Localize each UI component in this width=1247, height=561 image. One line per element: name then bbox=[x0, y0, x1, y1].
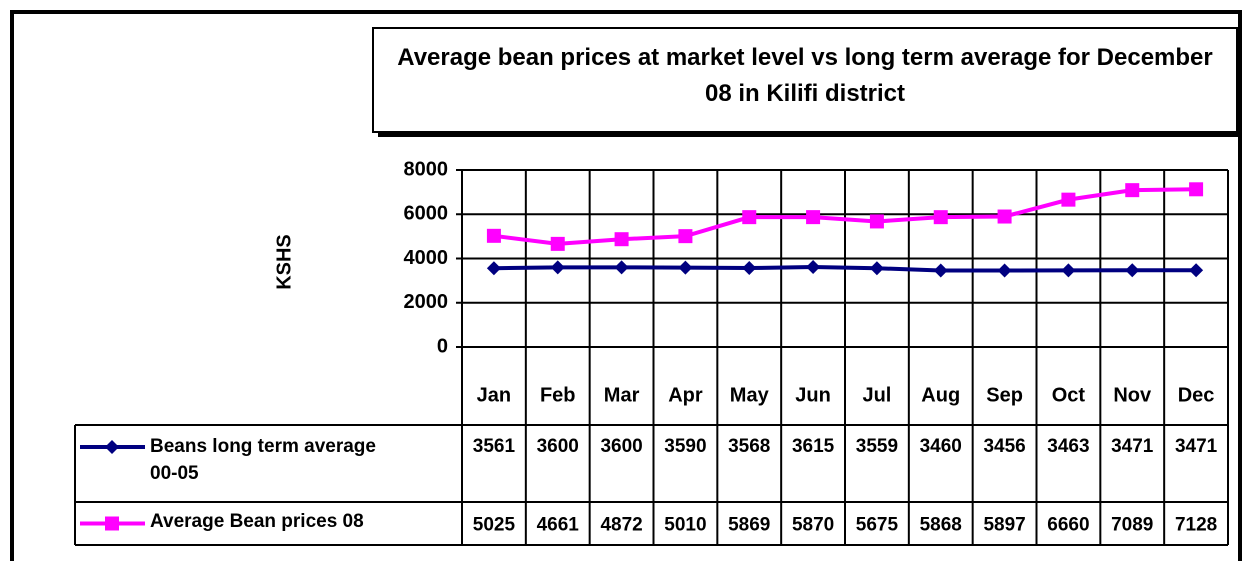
legend-label: Beans long term average 00-05 bbox=[150, 436, 376, 484]
point bbox=[486, 261, 501, 276]
table-value: 3600 bbox=[537, 436, 579, 457]
x-tick-label: Dec bbox=[1178, 384, 1215, 406]
table-value: 3600 bbox=[600, 436, 642, 457]
point bbox=[806, 260, 821, 275]
table-value: 3460 bbox=[920, 436, 962, 457]
table-value: 4661 bbox=[537, 515, 580, 536]
table-value: 7128 bbox=[1175, 515, 1217, 536]
table-value: 7089 bbox=[1111, 515, 1153, 536]
point bbox=[933, 263, 948, 278]
x-tick-label: Jul bbox=[862, 384, 891, 406]
chart-title: Average bean prices at market level vs l… bbox=[397, 44, 1227, 107]
y-tick-label: 4000 bbox=[404, 247, 449, 269]
point bbox=[1125, 263, 1140, 278]
x-tick-label: Mar bbox=[604, 384, 640, 406]
point bbox=[614, 260, 629, 275]
table-value: 4872 bbox=[600, 515, 642, 536]
legend-marker bbox=[105, 440, 119, 454]
y-tick-label: 8000 bbox=[404, 158, 449, 180]
point bbox=[1061, 263, 1076, 278]
y-axis-label: KSHS bbox=[273, 234, 295, 290]
table-value: 5025 bbox=[473, 515, 516, 536]
y-tick-label: 0 bbox=[437, 335, 448, 357]
x-tick-label: Jan bbox=[477, 384, 511, 406]
point bbox=[678, 229, 693, 244]
point bbox=[486, 228, 501, 243]
point bbox=[1061, 192, 1076, 207]
legend-wrap: Beans long term average 00-05 bbox=[150, 436, 376, 484]
point bbox=[614, 232, 629, 247]
point bbox=[550, 260, 565, 275]
table-value: 3590 bbox=[664, 436, 706, 457]
table-value: 3456 bbox=[983, 436, 1025, 457]
table-value: 5897 bbox=[983, 515, 1025, 536]
point bbox=[997, 209, 1012, 224]
table-value: 3463 bbox=[1047, 436, 1089, 457]
x-tick-label: May bbox=[730, 384, 770, 406]
legend-marker bbox=[105, 516, 119, 531]
title-wrap: Average bean prices at market level vs l… bbox=[397, 44, 1227, 107]
point bbox=[1189, 182, 1204, 197]
point bbox=[1125, 183, 1140, 198]
point bbox=[1189, 263, 1204, 278]
y-tick-label: 6000 bbox=[404, 203, 449, 225]
table-value: 5010 bbox=[664, 515, 706, 536]
table-value: 5869 bbox=[728, 515, 770, 536]
title-box bbox=[372, 27, 1238, 133]
table-value: 3471 bbox=[1175, 436, 1218, 457]
point bbox=[933, 210, 948, 225]
legend-label: Average Bean prices 08 bbox=[150, 511, 364, 532]
x-tick-label: Feb bbox=[540, 384, 576, 406]
series-line bbox=[493, 187, 1197, 246]
point bbox=[869, 261, 884, 276]
legend-wrap: Average Bean prices 08 bbox=[150, 511, 364, 532]
table-value: 5868 bbox=[920, 515, 962, 536]
x-tick-label: Oct bbox=[1052, 384, 1086, 406]
x-tick-label: Apr bbox=[668, 384, 703, 406]
x-tick-label: Jun bbox=[795, 384, 831, 406]
table-value: 3568 bbox=[728, 436, 770, 457]
frame bbox=[10, 10, 1242, 561]
table-value: 3561 bbox=[473, 436, 516, 457]
point bbox=[742, 210, 757, 225]
table-value: 3559 bbox=[856, 436, 898, 457]
table-value: 5675 bbox=[856, 515, 899, 536]
point bbox=[869, 214, 884, 229]
point bbox=[997, 263, 1012, 278]
x-tick-label: Nov bbox=[1113, 384, 1152, 406]
point bbox=[550, 236, 565, 251]
table-value: 6660 bbox=[1047, 515, 1089, 536]
x-tick-label: Aug bbox=[921, 384, 960, 406]
table-value: 3615 bbox=[792, 436, 835, 457]
y-tick-label: 2000 bbox=[404, 291, 449, 313]
x-tick-label: Sep bbox=[986, 384, 1023, 406]
point bbox=[806, 210, 821, 225]
point bbox=[742, 261, 757, 276]
point bbox=[678, 260, 693, 275]
table-value: 3471 bbox=[1111, 436, 1154, 457]
series-line bbox=[493, 265, 1197, 273]
table-value: 5870 bbox=[792, 515, 834, 536]
